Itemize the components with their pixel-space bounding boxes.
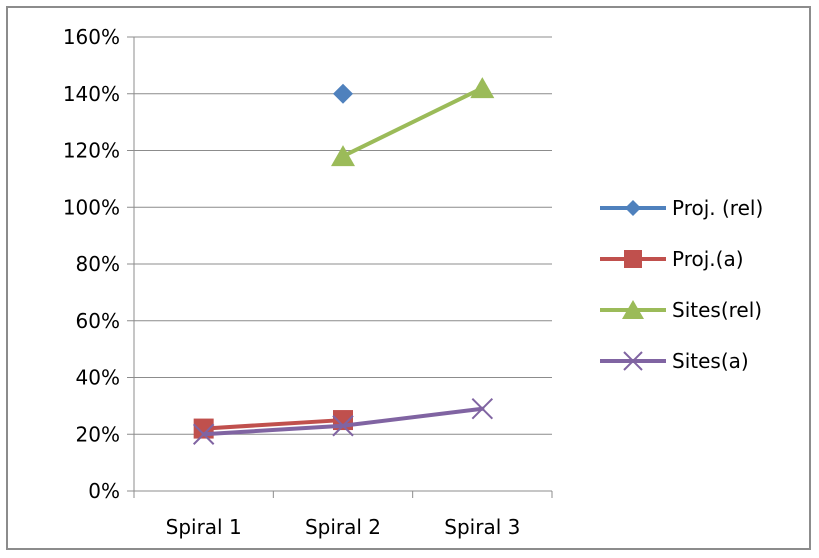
- series-lines: [192, 77, 495, 445]
- x-tick-label: Spiral 2: [305, 515, 381, 539]
- legend-label: Proj. (rel): [672, 196, 763, 220]
- data-point: [623, 351, 643, 371]
- data-point: [333, 83, 353, 104]
- y-tick-label: 0%: [88, 479, 120, 503]
- data-point: [471, 398, 494, 420]
- data-point: [332, 415, 354, 437]
- data-point: [470, 77, 495, 99]
- data-point: [331, 145, 355, 167]
- series-1: [333, 83, 353, 104]
- x-tick-label: Spiral 1: [166, 515, 242, 539]
- y-tick-label: 160%: [63, 25, 120, 49]
- legend-item: Proj.(a): [600, 247, 744, 271]
- series-line: [341, 86, 485, 159]
- chart-frame: [6, 6, 811, 550]
- x-tick-label: Spiral 3: [444, 515, 520, 539]
- data-point: [624, 250, 642, 268]
- y-tick-label: 120%: [63, 139, 120, 163]
- legend-label: Proj.(a): [672, 247, 744, 271]
- data-point: [622, 300, 644, 319]
- axes: 0% 20% 40% 60% 80% 100% 120% 140% 160% Spiral 1 Sp…: [63, 25, 553, 539]
- y-tick-label: 100%: [63, 195, 120, 219]
- series-3: [331, 77, 495, 167]
- legend-item: Sites(a): [600, 349, 749, 373]
- legend-item: Proj. (rel): [600, 196, 763, 220]
- legend-label: Sites(rel): [672, 298, 762, 322]
- data-point: [625, 200, 641, 216]
- legend: Proj. (rel) Proj.(a) Sites(rel) Sites(a): [600, 196, 763, 373]
- series-4: [192, 398, 494, 445]
- data-point: [192, 423, 215, 445]
- y-tick-label: 20%: [76, 422, 120, 446]
- series-line: [201, 418, 345, 431]
- legend-label: Sites(a): [672, 349, 749, 373]
- y-tick-label: 40%: [76, 366, 120, 390]
- y-tick-label: 80%: [76, 252, 120, 276]
- y-tick-label: 140%: [63, 82, 120, 106]
- y-tick-label: 60%: [76, 309, 120, 333]
- legend-item: Sites(rel): [600, 298, 762, 322]
